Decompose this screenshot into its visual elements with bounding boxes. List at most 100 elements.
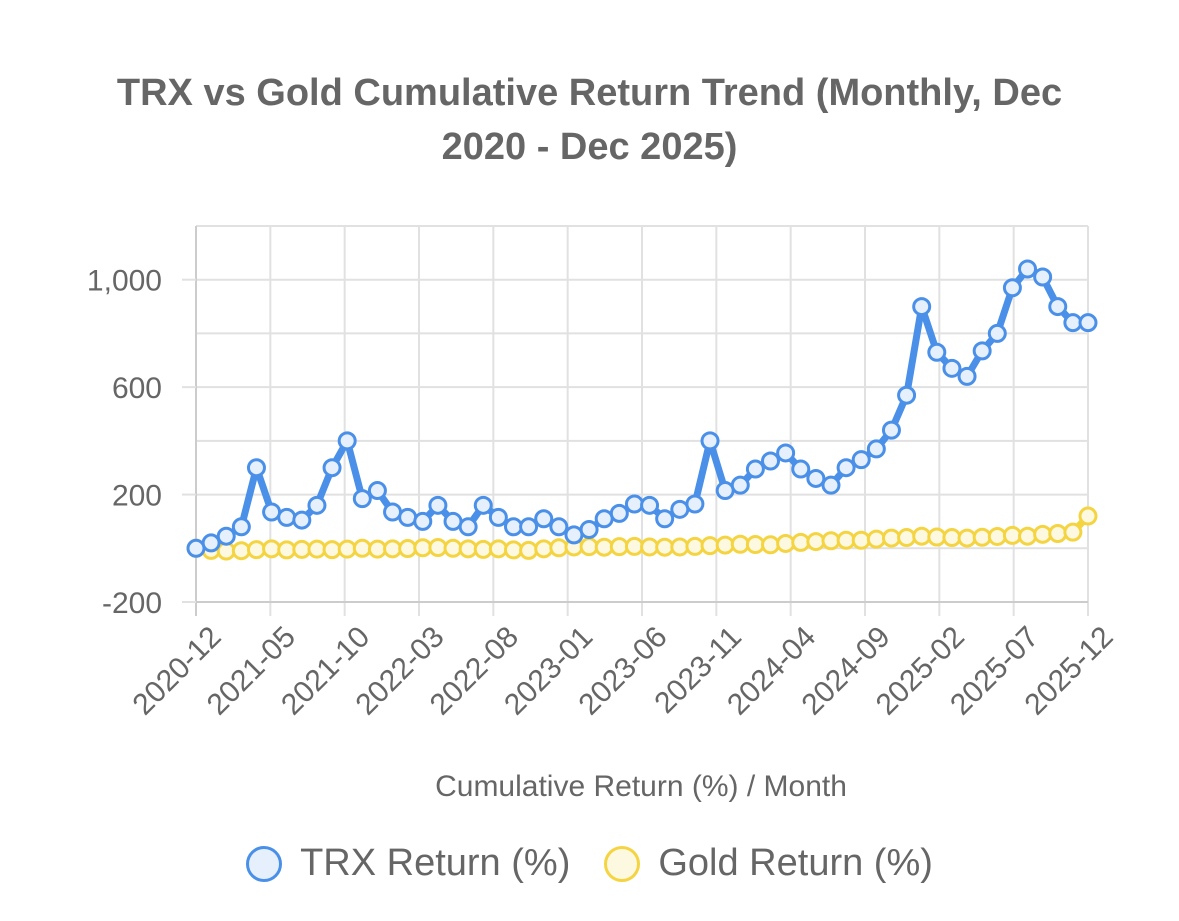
data-point-gold[interactable]: [987, 526, 1007, 546]
data-point-gold[interactable]: [1078, 506, 1098, 526]
data-point-gold[interactable]: [836, 530, 856, 550]
data-point-trx[interactable]: [1078, 313, 1098, 333]
data-point-gold[interactable]: [413, 538, 433, 558]
data-point-gold[interactable]: [292, 539, 312, 559]
data-point-gold[interactable]: [942, 528, 962, 548]
data-point-gold[interactable]: [776, 533, 796, 553]
data-point-trx[interactable]: [307, 495, 327, 515]
data-point-gold[interactable]: [534, 539, 554, 559]
data-point-gold[interactable]: [549, 538, 569, 558]
data-point-trx[interactable]: [201, 533, 221, 553]
data-point-trx[interactable]: [231, 517, 251, 537]
data-point-trx[interactable]: [549, 517, 569, 537]
data-point-gold[interactable]: [246, 540, 266, 560]
data-point-trx[interactable]: [776, 443, 796, 463]
data-point-trx[interactable]: [685, 494, 705, 514]
data-point-trx[interactable]: [791, 459, 811, 479]
data-point-gold[interactable]: [277, 540, 297, 560]
data-point-gold[interactable]: [624, 536, 644, 556]
data-point-trx[interactable]: [972, 341, 992, 361]
data-point-trx[interactable]: [246, 458, 266, 478]
data-point-trx[interactable]: [640, 495, 660, 515]
data-point-gold[interactable]: [519, 540, 539, 560]
data-point-gold[interactable]: [700, 536, 720, 556]
data-point-gold[interactable]: [503, 540, 523, 560]
data-point-trx[interactable]: [866, 439, 886, 459]
data-point-gold[interactable]: [670, 537, 690, 557]
data-point-trx[interactable]: [398, 507, 418, 527]
data-point-trx[interactable]: [957, 366, 977, 386]
data-point-trx[interactable]: [413, 511, 433, 531]
data-point-gold[interactable]: [594, 537, 614, 557]
data-point-trx[interactable]: [1063, 313, 1083, 333]
data-point-gold[interactable]: [866, 529, 886, 549]
data-point-trx[interactable]: [383, 502, 403, 522]
data-point-gold[interactable]: [428, 537, 448, 557]
data-point-gold[interactable]: [640, 537, 660, 557]
data-point-gold[interactable]: [1048, 524, 1068, 544]
data-point-trx[interactable]: [322, 458, 342, 478]
data-point-gold[interactable]: [821, 531, 841, 551]
data-point-gold[interactable]: [383, 539, 403, 559]
data-point-trx[interactable]: [912, 297, 932, 317]
data-point-trx[interactable]: [337, 431, 357, 451]
data-point-gold[interactable]: [715, 535, 735, 555]
data-point-trx[interactable]: [503, 517, 523, 537]
data-point-gold[interactable]: [473, 539, 493, 559]
data-point-gold[interactable]: [609, 537, 629, 557]
data-point-trx[interactable]: [1002, 278, 1022, 298]
data-point-trx[interactable]: [655, 509, 675, 529]
data-point-gold[interactable]: [367, 539, 387, 559]
data-point-trx[interactable]: [1033, 267, 1053, 287]
data-point-trx[interactable]: [458, 517, 478, 537]
data-point-gold[interactable]: [912, 526, 932, 546]
data-point-trx[interactable]: [851, 450, 871, 470]
data-point-gold[interactable]: [231, 541, 251, 561]
data-point-gold[interactable]: [1018, 526, 1038, 546]
data-point-trx[interactable]: [745, 459, 765, 479]
data-point-gold[interactable]: [897, 528, 917, 548]
data-point-trx[interactable]: [715, 481, 735, 501]
data-point-gold[interactable]: [337, 539, 357, 559]
data-point-trx[interactable]: [806, 468, 826, 488]
data-point-trx[interactable]: [186, 538, 206, 558]
data-point-trx[interactable]: [700, 431, 720, 451]
data-point-gold[interactable]: [685, 536, 705, 556]
data-point-gold[interactable]: [1063, 522, 1083, 542]
data-point-gold[interactable]: [957, 528, 977, 548]
data-point-gold[interactable]: [927, 527, 947, 547]
data-point-trx[interactable]: [262, 502, 282, 522]
data-point-trx[interactable]: [1018, 259, 1038, 279]
data-point-trx[interactable]: [367, 481, 387, 501]
data-point-gold[interactable]: [655, 537, 675, 557]
data-point-trx[interactable]: [564, 525, 584, 545]
data-point-trx[interactable]: [534, 509, 554, 529]
data-point-trx[interactable]: [352, 489, 372, 509]
data-point-trx[interactable]: [942, 358, 962, 378]
data-point-gold[interactable]: [745, 535, 765, 555]
data-point-gold[interactable]: [488, 539, 508, 559]
data-point-gold[interactable]: [579, 537, 599, 557]
data-point-gold[interactable]: [458, 539, 478, 559]
data-point-gold[interactable]: [1033, 524, 1053, 544]
data-point-trx[interactable]: [821, 475, 841, 495]
data-point-gold[interactable]: [398, 539, 418, 559]
data-point-trx[interactable]: [277, 507, 297, 527]
data-point-trx[interactable]: [624, 494, 644, 514]
data-point-trx[interactable]: [519, 517, 539, 537]
data-point-trx[interactable]: [987, 323, 1007, 343]
data-point-gold[interactable]: [730, 534, 750, 554]
data-point-gold[interactable]: [443, 538, 463, 558]
data-point-trx[interactable]: [761, 451, 781, 471]
data-point-trx[interactable]: [473, 495, 493, 515]
data-point-trx[interactable]: [670, 499, 690, 519]
data-point-gold[interactable]: [881, 528, 901, 548]
data-point-trx[interactable]: [1048, 297, 1068, 317]
data-point-gold[interactable]: [322, 540, 342, 560]
data-point-trx[interactable]: [594, 509, 614, 529]
data-point-trx[interactable]: [579, 519, 599, 539]
data-point-gold[interactable]: [972, 527, 992, 547]
data-point-gold[interactable]: [262, 539, 282, 559]
data-point-gold[interactable]: [851, 530, 871, 550]
data-point-trx[interactable]: [881, 420, 901, 440]
